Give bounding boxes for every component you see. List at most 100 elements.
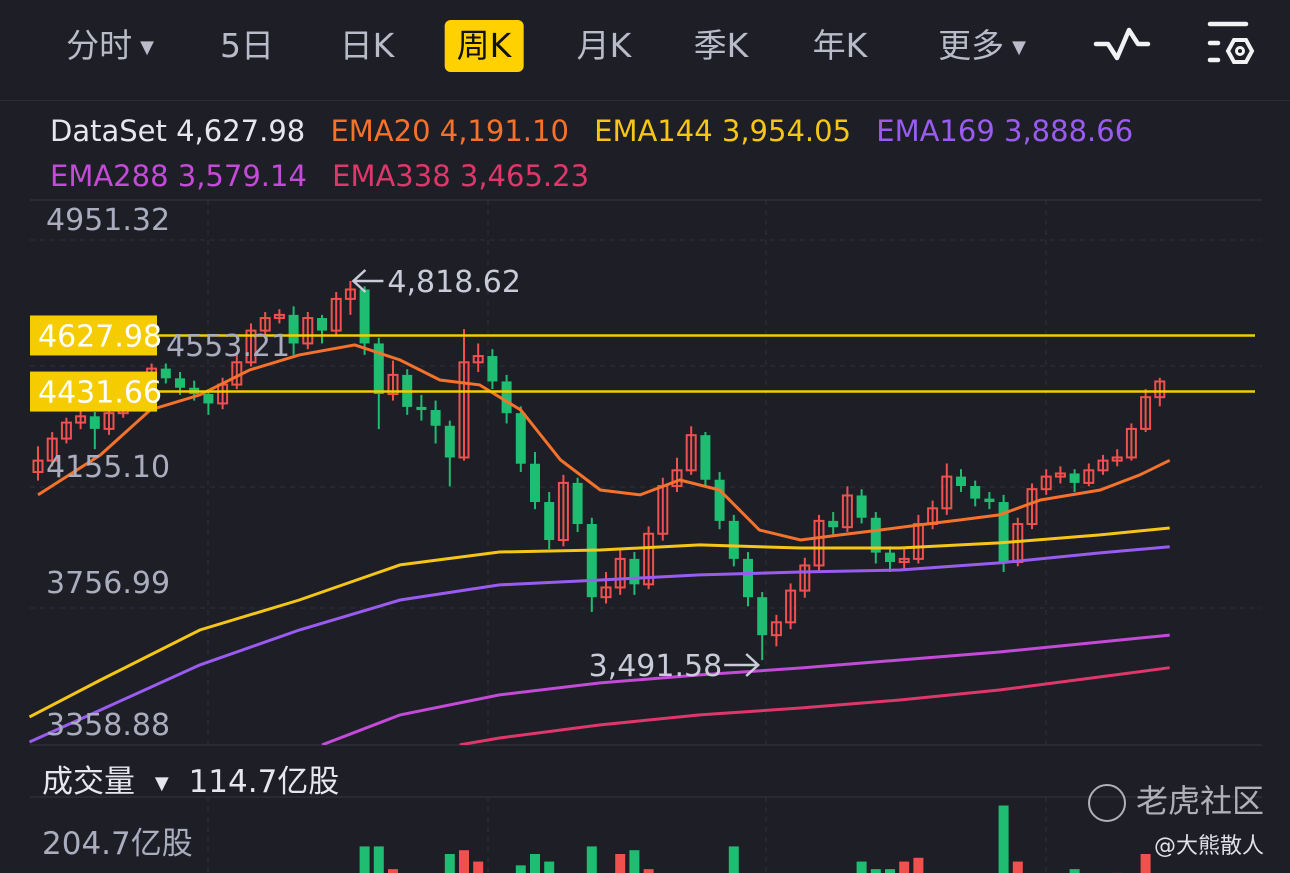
legend-ema144: EMA144 3,954.05 (594, 114, 852, 148)
indicator-legend-row2: EMA288 3,579.14 EMA338 3,465.23 (50, 159, 605, 193)
ema-line-ema169 (28, 545, 1170, 744)
candle-body (970, 486, 981, 499)
candle-body (317, 318, 327, 331)
tab-daily-k[interactable]: 日K (328, 20, 407, 72)
price-line-label: 4627.98 (38, 319, 162, 354)
volume-bar (388, 869, 398, 873)
candle-body (373, 343, 384, 395)
volume-label: 成交量 (42, 764, 135, 800)
tab-label: 5日 (220, 26, 274, 65)
candle-body (1054, 472, 1066, 478)
ema-line-ema338 (459, 666, 1170, 745)
candle-body (898, 557, 910, 564)
candle-body (160, 368, 171, 379)
volume-bar (530, 853, 540, 873)
candle-body (530, 463, 540, 503)
candle-body (557, 481, 569, 542)
chart-settings-icon[interactable] (1200, 18, 1260, 68)
candle-body (60, 421, 72, 440)
candle-body (288, 314, 299, 344)
candle-body (1125, 427, 1137, 459)
candle-body (600, 586, 612, 599)
low-annotation: 3,491.58 (589, 649, 723, 684)
y-axis-tick-label: 4155.10 (46, 450, 170, 485)
y-axis-tick-label: 3756.99 (46, 566, 170, 601)
candle-body (728, 520, 739, 559)
volume-bar (1140, 853, 1151, 873)
candle-body (813, 519, 825, 567)
y-axis-tick-label: 4951.32 (46, 203, 170, 238)
candle-body (259, 317, 271, 332)
tiger-logo-icon (1087, 784, 1126, 822)
indicator-wave-icon[interactable] (1092, 22, 1152, 66)
candle-body (32, 459, 44, 474)
price-line-label: 4431.66 (38, 376, 162, 411)
tab-label: 更多 (938, 26, 1005, 65)
candle-body (501, 381, 512, 414)
caret-down-icon: ▼ (154, 773, 169, 794)
tab-monthly-k[interactable]: 月K (565, 20, 644, 72)
candle-body (359, 289, 370, 344)
candle-body (614, 557, 626, 589)
candle-body (89, 416, 100, 429)
candle-body (685, 434, 697, 472)
candle-body (46, 437, 58, 462)
candle-body (273, 313, 285, 320)
candle-body (1097, 459, 1109, 472)
caret-down-icon: ▼ (140, 36, 154, 58)
ema-line-ema20 (37, 343, 1171, 542)
volume-bar (870, 869, 881, 873)
watermark-brand-text: 老虎社区 (1135, 782, 1264, 820)
volume-bar (544, 861, 555, 873)
candle-body (572, 482, 583, 525)
candle-body (984, 498, 995, 503)
candle-body (743, 558, 753, 598)
candle-body (458, 361, 470, 459)
arrow-left-icon (351, 269, 384, 293)
candle-body (714, 479, 725, 521)
tab-label: 年K (812, 26, 868, 65)
tab-quarterly-k[interactable]: 季K (682, 20, 761, 72)
candle-body (430, 410, 441, 426)
ema-line-ema288 (321, 633, 1170, 745)
candle-body (998, 502, 1009, 563)
candle-body (1111, 456, 1123, 462)
volume-bar (373, 846, 384, 873)
volume-bar (444, 853, 455, 873)
candle-body (1040, 475, 1052, 491)
candle-body (1083, 469, 1095, 484)
candle-body (941, 475, 953, 510)
volume-bar (629, 850, 640, 873)
tab-more[interactable]: 更多 ▼ (926, 20, 1038, 72)
tab-yearly-k[interactable]: 年K (801, 20, 880, 72)
candle-body (75, 415, 87, 424)
candle-body (472, 355, 484, 364)
volume-bar (856, 861, 867, 873)
candle-body (700, 435, 711, 480)
period-tabs: 分时 ▼ 5日 日K 周K 月K 季K 年K 更多 ▼ (0, 0, 1290, 101)
candle-body (203, 394, 214, 404)
candle-body (956, 476, 966, 487)
tab-5day[interactable]: 5日 (208, 20, 286, 72)
volume-header[interactable]: 成交量 ▼ 114.7亿股 (42, 756, 339, 801)
tab-intraday[interactable]: 分时 ▼ (54, 20, 166, 72)
y-axis-tick-label: 4553.21 (166, 329, 290, 364)
candle-body (103, 412, 115, 430)
volume-bar (728, 846, 739, 873)
candle-body (885, 552, 895, 563)
candle-body (841, 494, 853, 529)
legend-dataset: DataSet 4,627.98 (50, 114, 306, 148)
volume-bar (899, 861, 910, 873)
tab-label: 季K (693, 26, 749, 65)
volume-bar (1012, 861, 1023, 873)
candle-body (643, 532, 655, 586)
watermark-author: @大熊散人 (1153, 834, 1264, 859)
candle-body (1069, 473, 1080, 483)
tab-label: 月K (576, 26, 632, 65)
candle-body (785, 589, 797, 624)
legend-ema338: EMA338 3,465.23 (332, 159, 590, 193)
volume-bar (586, 846, 597, 873)
legend-ema288: EMA288 3,579.14 (50, 159, 307, 193)
tab-weekly-k[interactable]: 周K (444, 20, 524, 72)
